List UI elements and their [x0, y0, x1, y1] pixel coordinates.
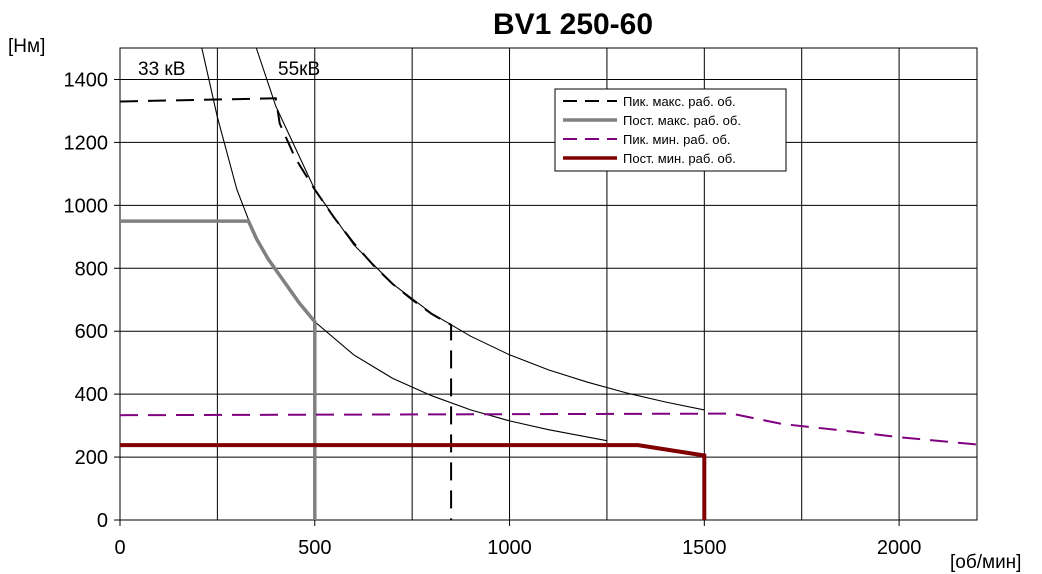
y-axis-label: [Нм]	[8, 36, 45, 57]
axes: 0 500 1000 1500 2000 0 200 400 600 800 1000 1200 140…	[64, 69, 922, 559]
y-tick-label: 1000	[64, 195, 109, 217]
x-tick-label: 1500	[682, 537, 727, 559]
y-tick-label: 200	[75, 447, 108, 469]
reference-curve	[201, 47, 608, 442]
y-tick-label: 1400	[64, 69, 109, 91]
x-tick-label: 2000	[877, 537, 922, 559]
legend: Пик. макс. раб. об. Пост. макс. раб. об. П…	[554, 88, 787, 172]
plot-series: 33 кВ 55кВ	[119, 47, 978, 520]
y-tick-label: 800	[75, 258, 108, 280]
series-line	[119, 412, 978, 446]
x-tick-label: 1000	[487, 537, 532, 559]
legend-entry: Пост. макс. раб. об.	[623, 113, 741, 128]
y-tick-label: 600	[75, 321, 108, 343]
y-tick-label: 400	[75, 384, 108, 406]
chart-title: BV1 250-60	[493, 8, 653, 41]
legend-entry: Пик. мин. раб. об.	[623, 132, 731, 147]
x-tick-label: 0	[114, 537, 125, 559]
series-line	[120, 443, 707, 520]
y-tick-label: 0	[97, 510, 108, 532]
plot-area	[119, 47, 978, 521]
y-tick-label: 1200	[64, 132, 109, 154]
x-axis-label: [об/мин]	[950, 552, 1021, 573]
series-line	[120, 219, 317, 520]
curve-label: 33 кВ	[138, 59, 185, 80]
legend-entry: Пост. мин. раб. об.	[623, 151, 736, 166]
curve-label: 55кВ	[278, 59, 320, 80]
legend-entry: Пик. макс. раб. об.	[623, 94, 736, 109]
series-line	[119, 97, 453, 520]
grid	[119, 47, 978, 521]
x-tick-label: 500	[298, 537, 331, 559]
